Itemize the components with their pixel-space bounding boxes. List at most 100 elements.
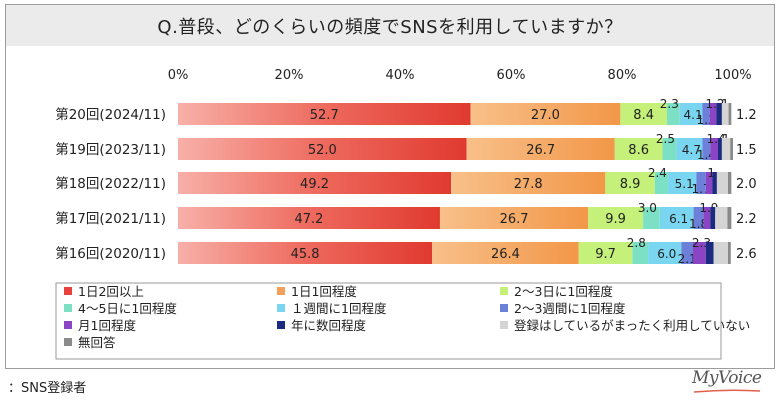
x-tick-label: 0% <box>168 68 189 83</box>
bar-segment <box>716 172 729 194</box>
data-label: 2.4 <box>648 166 667 180</box>
bar-segment <box>712 172 717 194</box>
legend-swatch <box>277 304 285 312</box>
bar-segment <box>702 138 711 160</box>
legend-label: 4～5日に1回程度 <box>78 301 177 316</box>
data-label: 2.5 <box>656 132 675 146</box>
bar-segment <box>178 138 467 160</box>
legend-label: 1日1回程度 <box>291 284 357 299</box>
data-label: 4.1 <box>684 108 703 122</box>
bar-segment <box>662 138 677 160</box>
data-label: 9.9 <box>605 212 626 227</box>
chart-title: Q.普段、どのくらいの頻度でSNSを利用していますか？ <box>157 16 623 38</box>
legend-swatch <box>277 287 285 295</box>
bar-segment <box>710 207 716 229</box>
data-label: 8.6 <box>628 143 649 158</box>
legend-label: 2～3日に1回程度 <box>514 284 613 299</box>
footnote: ：SNS登録者 <box>8 381 87 396</box>
legend-swatch <box>500 287 508 295</box>
data-label: 1.8 <box>689 217 708 231</box>
category-label: 第16回(2020/11) <box>55 245 166 262</box>
bar-segment <box>470 103 621 125</box>
data-label: 3.0 <box>638 201 657 215</box>
bar-segment <box>659 207 694 229</box>
bar-segment <box>693 207 704 229</box>
bar-segment <box>702 103 710 125</box>
legend-box <box>55 282 722 360</box>
bar-segment <box>451 172 606 194</box>
data-label: 27.0 <box>531 108 560 123</box>
data-label: 8.9 <box>620 177 641 192</box>
bar-segment <box>643 207 660 229</box>
bar-segment <box>696 172 706 194</box>
category-label: 第20回(2024/11) <box>55 106 166 123</box>
data-label: 47.2 <box>295 212 324 227</box>
bar-segment <box>681 242 694 264</box>
data-label: 49.2 <box>300 177 329 192</box>
bar-segment <box>718 138 722 160</box>
bar-segment <box>178 242 433 264</box>
bar-segment <box>728 242 731 264</box>
bar-segment <box>679 103 703 125</box>
data-label: 9.7 <box>595 247 616 262</box>
legend-swatch <box>64 304 72 312</box>
legend-swatch <box>500 321 508 329</box>
bar-segment <box>648 242 682 264</box>
bar-segment <box>578 242 633 264</box>
data-label: 26.7 <box>500 212 529 227</box>
data-label: 2.2 <box>736 212 757 227</box>
category-label: 第19回(2023/11) <box>55 141 166 158</box>
legend-label: 1日2回以上 <box>78 284 144 299</box>
legend-swatch <box>500 304 508 312</box>
data-label: 6.0 <box>657 247 676 261</box>
bar-segment <box>705 172 713 194</box>
data-label: 2.3 <box>660 97 679 111</box>
bar-segment <box>716 103 722 125</box>
bar-segment <box>730 138 733 160</box>
bar-segment <box>439 207 589 229</box>
data-label: 2.1 <box>678 252 697 266</box>
bar-segment <box>693 242 706 264</box>
bar-segment <box>588 207 644 229</box>
data-label: 2.0 <box>736 177 757 192</box>
x-tick-label: 20% <box>275 68 304 83</box>
bar-segment <box>715 207 728 229</box>
legend-label: 月1回程度 <box>78 318 136 333</box>
legend-label: １週間に1回程度 <box>291 301 387 316</box>
data-label: 2.8 <box>627 236 646 250</box>
bar-segment <box>709 103 717 125</box>
legend-swatch <box>277 321 285 329</box>
bar-segment <box>432 242 579 264</box>
bar-segment <box>178 172 452 194</box>
data-label: 27.8 <box>514 177 543 192</box>
legend-label: 年に数回程度 <box>291 318 367 333</box>
brand-swoosh-icon <box>693 389 761 393</box>
bar-segment <box>654 172 669 194</box>
data-label: 1.2 <box>736 108 757 123</box>
bar-segment <box>614 138 663 160</box>
bar-segment <box>620 103 667 125</box>
bar-segment <box>721 103 729 125</box>
category-label: 第18回(2022/11) <box>55 175 166 192</box>
bar-segment <box>668 172 697 194</box>
data-label: 26.7 <box>526 143 555 158</box>
bar-segment <box>728 103 732 125</box>
bar-segment <box>728 172 732 194</box>
data-label: 52.0 <box>308 143 337 158</box>
legend-swatch <box>64 338 72 346</box>
brand-logo: MyVoice <box>692 368 772 396</box>
legend-swatch <box>64 287 72 295</box>
brand-text: MyVoice <box>692 368 762 388</box>
data-label: 1.5 <box>736 143 757 158</box>
legend-label: 登録はしているがまったく利用していない <box>514 318 750 333</box>
x-tick-label: 80% <box>608 68 637 83</box>
x-tick-label: 40% <box>386 68 415 83</box>
bar-segment <box>676 138 703 160</box>
legend-label: 無回答 <box>78 335 116 350</box>
bar-segment <box>466 138 615 160</box>
category-label: 第17回(2021/11) <box>55 210 166 227</box>
bar-segment <box>605 172 655 194</box>
bar-segment <box>721 138 731 160</box>
data-label: 2.6 <box>736 247 757 262</box>
